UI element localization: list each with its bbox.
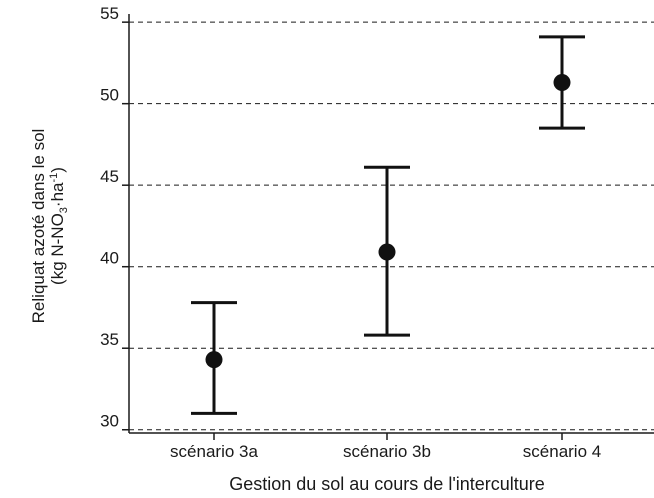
data-point-1: [205, 351, 223, 369]
y-tick-label-35: 35: [100, 330, 119, 349]
x-axis-label: Gestion du sol au cours de l'intercultur…: [229, 474, 545, 494]
y-axis-label-sup: -1: [48, 173, 60, 183]
data-point-3: [553, 73, 571, 91]
y-axis-label-line1: Reliquat azoté dans le sol: [29, 129, 48, 324]
y-axis-label-line2: (kg N-NO3·ha-1): [48, 167, 70, 285]
x-tick-label-2: scénario 3b: [343, 442, 431, 461]
y-axis-label: Reliquat azoté dans le sol (kg N-NO3·ha-…: [29, 129, 70, 324]
y-tick-label-30: 30: [100, 412, 119, 431]
error-bars: [191, 35, 585, 415]
y-tick-label-40: 40: [100, 249, 119, 268]
y-tick-label-55: 55: [100, 4, 119, 23]
data-point-2: [378, 243, 396, 261]
y-axis-label-sub: 3: [58, 207, 70, 213]
y-ticks: 30 35 40 45 50 55: [100, 4, 129, 431]
y-axis-label-unit-c: ): [48, 167, 67, 173]
y-axis-label-unit-a: (kg N-NO: [48, 213, 67, 285]
x-ticks: scénario 3a scénario 3b scénario 4: [170, 433, 601, 461]
y-tick-label-45: 45: [100, 167, 119, 186]
y-axis-label-unit-b: ·ha: [48, 182, 67, 207]
data-points: [205, 73, 571, 369]
x-tick-label-3: scénario 4: [523, 442, 601, 461]
gridlines: [129, 21, 654, 431]
y-tick-label-50: 50: [100, 86, 119, 105]
x-tick-label-1: scénario 3a: [170, 442, 258, 461]
